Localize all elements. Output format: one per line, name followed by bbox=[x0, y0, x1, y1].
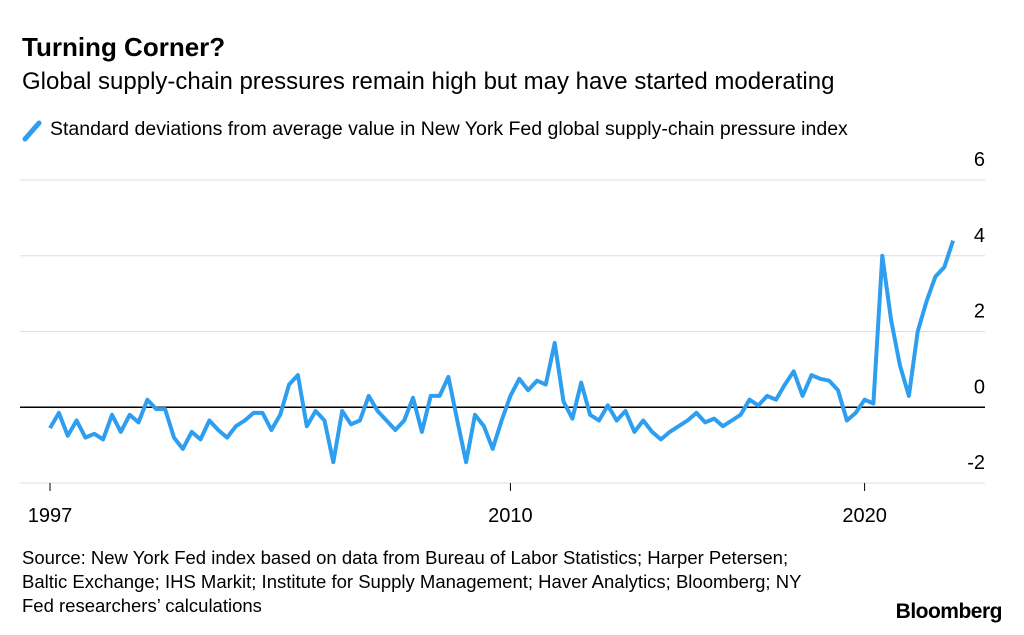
chart-title: Turning Corner? bbox=[22, 32, 226, 62]
x-tick-label: 2020 bbox=[842, 505, 887, 527]
y-tick-label: 4 bbox=[974, 225, 985, 247]
x-tick-label: 1997 bbox=[28, 505, 73, 527]
source-note: Source: New York Fed index based on data… bbox=[22, 547, 802, 616]
legend-swatch bbox=[22, 120, 42, 142]
y-tick-label: -2 bbox=[967, 452, 985, 474]
brand-logo: Bloomberg bbox=[895, 600, 1003, 623]
legend-label: Standard deviations from average value i… bbox=[50, 118, 848, 140]
chart-subtitle: Global supply-chain pressures remain hig… bbox=[22, 68, 835, 95]
y-tick-label: 2 bbox=[974, 301, 985, 323]
y-tick-label: 6 bbox=[974, 149, 985, 171]
legend: Standard deviations from average value i… bbox=[22, 118, 848, 142]
data-line bbox=[48, 239, 955, 465]
y-tick-label: 0 bbox=[974, 376, 985, 398]
x-tick-label: 2010 bbox=[488, 505, 533, 527]
